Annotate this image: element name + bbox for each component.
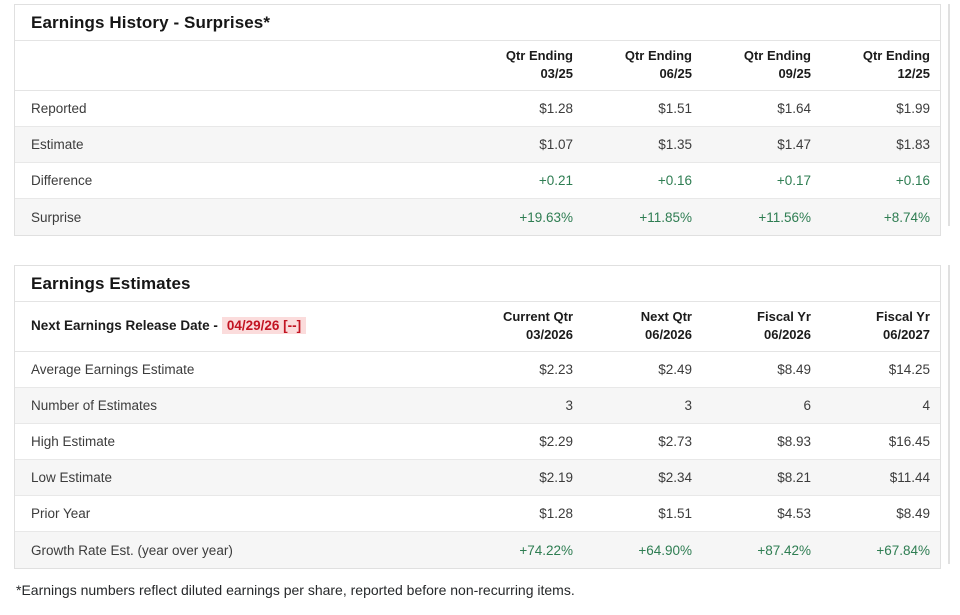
column-header: Current Qtr 03/2026: [502, 309, 573, 343]
row-label: Estimate: [31, 137, 84, 153]
cell-value-positive: +64.90%: [638, 542, 692, 558]
cell-value: $8.49: [777, 362, 811, 378]
column-header: Qtr Ending 06/25: [624, 48, 692, 82]
cell-value: $2.23: [539, 362, 573, 378]
cell-value: 4: [922, 398, 930, 414]
cell-value-positive: +0.17: [776, 173, 811, 189]
row-label: Growth Rate Est. (year over year): [31, 542, 233, 558]
earnings-estimates-header-row: Next Earnings Release Date -04/29/26 [--…: [15, 302, 940, 352]
row-label: Low Estimate: [31, 470, 113, 486]
column-header: Next Qtr 06/2026: [640, 309, 692, 343]
column-header: Fiscal Yr 06/2027: [876, 309, 930, 343]
cell-value: 6: [803, 398, 811, 414]
cell-value: $8.93: [777, 434, 811, 450]
row-label: Surprise: [31, 209, 82, 225]
table-row-average-estimate: Average Earnings Estimate $2.23 $2.49 $8…: [15, 352, 940, 388]
cell-value: $2.73: [658, 434, 692, 450]
table-row-estimate: Estimate $1.07 $1.35 $1.47 $1.83: [15, 126, 940, 163]
cell-value-positive: +0.21: [538, 173, 573, 189]
column-header: Qtr Ending 09/25: [743, 48, 811, 82]
cell-value: $2.29: [539, 434, 573, 450]
cell-value: $2.34: [658, 470, 692, 486]
cell-value: $1.28: [539, 506, 573, 522]
cell-value: $2.19: [539, 470, 573, 486]
row-label: Reported: [31, 101, 87, 117]
row-label: Prior Year: [31, 506, 91, 522]
earnings-footnote: *Earnings numbers reflect diluted earnin…: [16, 582, 575, 598]
column-header: Qtr Ending 03/25: [505, 48, 573, 82]
cell-value-positive: +74.22%: [519, 542, 573, 558]
table-row-high-estimate: High Estimate $2.29 $2.73 $8.93 $16.45: [15, 423, 940, 460]
table-row-number-of-estimates: Number of Estimates 3 3 6 4: [15, 387, 940, 424]
earnings-history-table: Qtr Ending 03/25 Qtr Ending 06/25 Qtr En…: [15, 41, 940, 235]
cell-value: $1.64: [777, 101, 811, 117]
cell-value: $8.49: [896, 506, 930, 522]
table-row-prior-year: Prior Year $1.28 $1.51 $4.53 $8.49: [15, 495, 940, 532]
row-label: High Estimate: [31, 434, 116, 450]
cell-value: $1.51: [658, 101, 692, 117]
cell-value-positive: +0.16: [657, 173, 692, 189]
cell-value: $1.28: [539, 101, 573, 117]
earnings-estimates-card: Earnings Estimates Next Earnings Release…: [14, 265, 941, 569]
cell-value: $11.44: [889, 470, 930, 486]
cell-value: $2.49: [658, 362, 692, 378]
table-row-reported: Reported $1.28 $1.51 $1.64 $1.99: [15, 91, 940, 127]
cell-value: $1.35: [658, 137, 692, 153]
cell-value: $1.47: [777, 137, 811, 153]
cell-value: $16.45: [888, 434, 930, 450]
row-label: Difference: [31, 173, 93, 189]
cell-value: $1.51: [658, 506, 692, 522]
table-row-growth-rate: Growth Rate Est. (year over year) +74.22…: [15, 531, 940, 568]
column-header: Fiscal Yr 06/2026: [757, 309, 811, 343]
earnings-history-title: Earnings History - Surprises*: [15, 5, 940, 41]
cell-value: $4.53: [777, 506, 811, 522]
table-row-low-estimate: Low Estimate $2.19 $2.34 $8.21 $11.44: [15, 459, 940, 496]
release-date-value[interactable]: 04/29/26 [--]: [221, 316, 307, 334]
cell-value: 3: [684, 398, 692, 414]
release-date-label: Next Earnings Release Date -: [31, 317, 218, 333]
earnings-estimates-table: Next Earnings Release Date -04/29/26 [--…: [15, 302, 940, 568]
cell-value-positive: +67.84%: [876, 542, 930, 558]
cell-value: $1.99: [896, 101, 930, 117]
column-header: Qtr Ending 12/25: [862, 48, 930, 82]
cell-value: $14.25: [888, 362, 930, 378]
cell-value: $1.83: [896, 137, 930, 153]
adjacent-panel-border-top: [948, 4, 950, 226]
cell-value-positive: +87.42%: [757, 542, 811, 558]
table-row-surprise: Surprise +19.63% +11.85% +11.56% +8.74%: [15, 198, 940, 235]
cell-value: $1.07: [539, 137, 573, 153]
earnings-estimates-title: Earnings Estimates: [15, 266, 940, 302]
empty-header-cell: [15, 41, 464, 91]
cell-value-positive: +11.56%: [758, 209, 811, 225]
cell-value: 3: [565, 398, 573, 414]
cell-value-positive: +0.16: [895, 173, 930, 189]
row-label: Number of Estimates: [31, 398, 158, 414]
adjacent-panel-border-bottom: [948, 265, 950, 564]
cell-value: $8.21: [777, 470, 811, 486]
cell-value-positive: +11.85%: [639, 209, 692, 225]
table-row-difference: Difference +0.21 +0.16 +0.17 +0.16: [15, 162, 940, 199]
earnings-history-header-row: Qtr Ending 03/25 Qtr Ending 06/25 Qtr En…: [15, 41, 940, 91]
row-label: Average Earnings Estimate: [31, 362, 195, 378]
next-earnings-release: Next Earnings Release Date -04/29/26 [--…: [15, 302, 464, 352]
earnings-history-card: Earnings History - Surprises* Qtr Ending…: [14, 4, 941, 236]
cell-value-positive: +19.63%: [519, 209, 573, 225]
cell-value-positive: +8.74%: [883, 209, 930, 225]
